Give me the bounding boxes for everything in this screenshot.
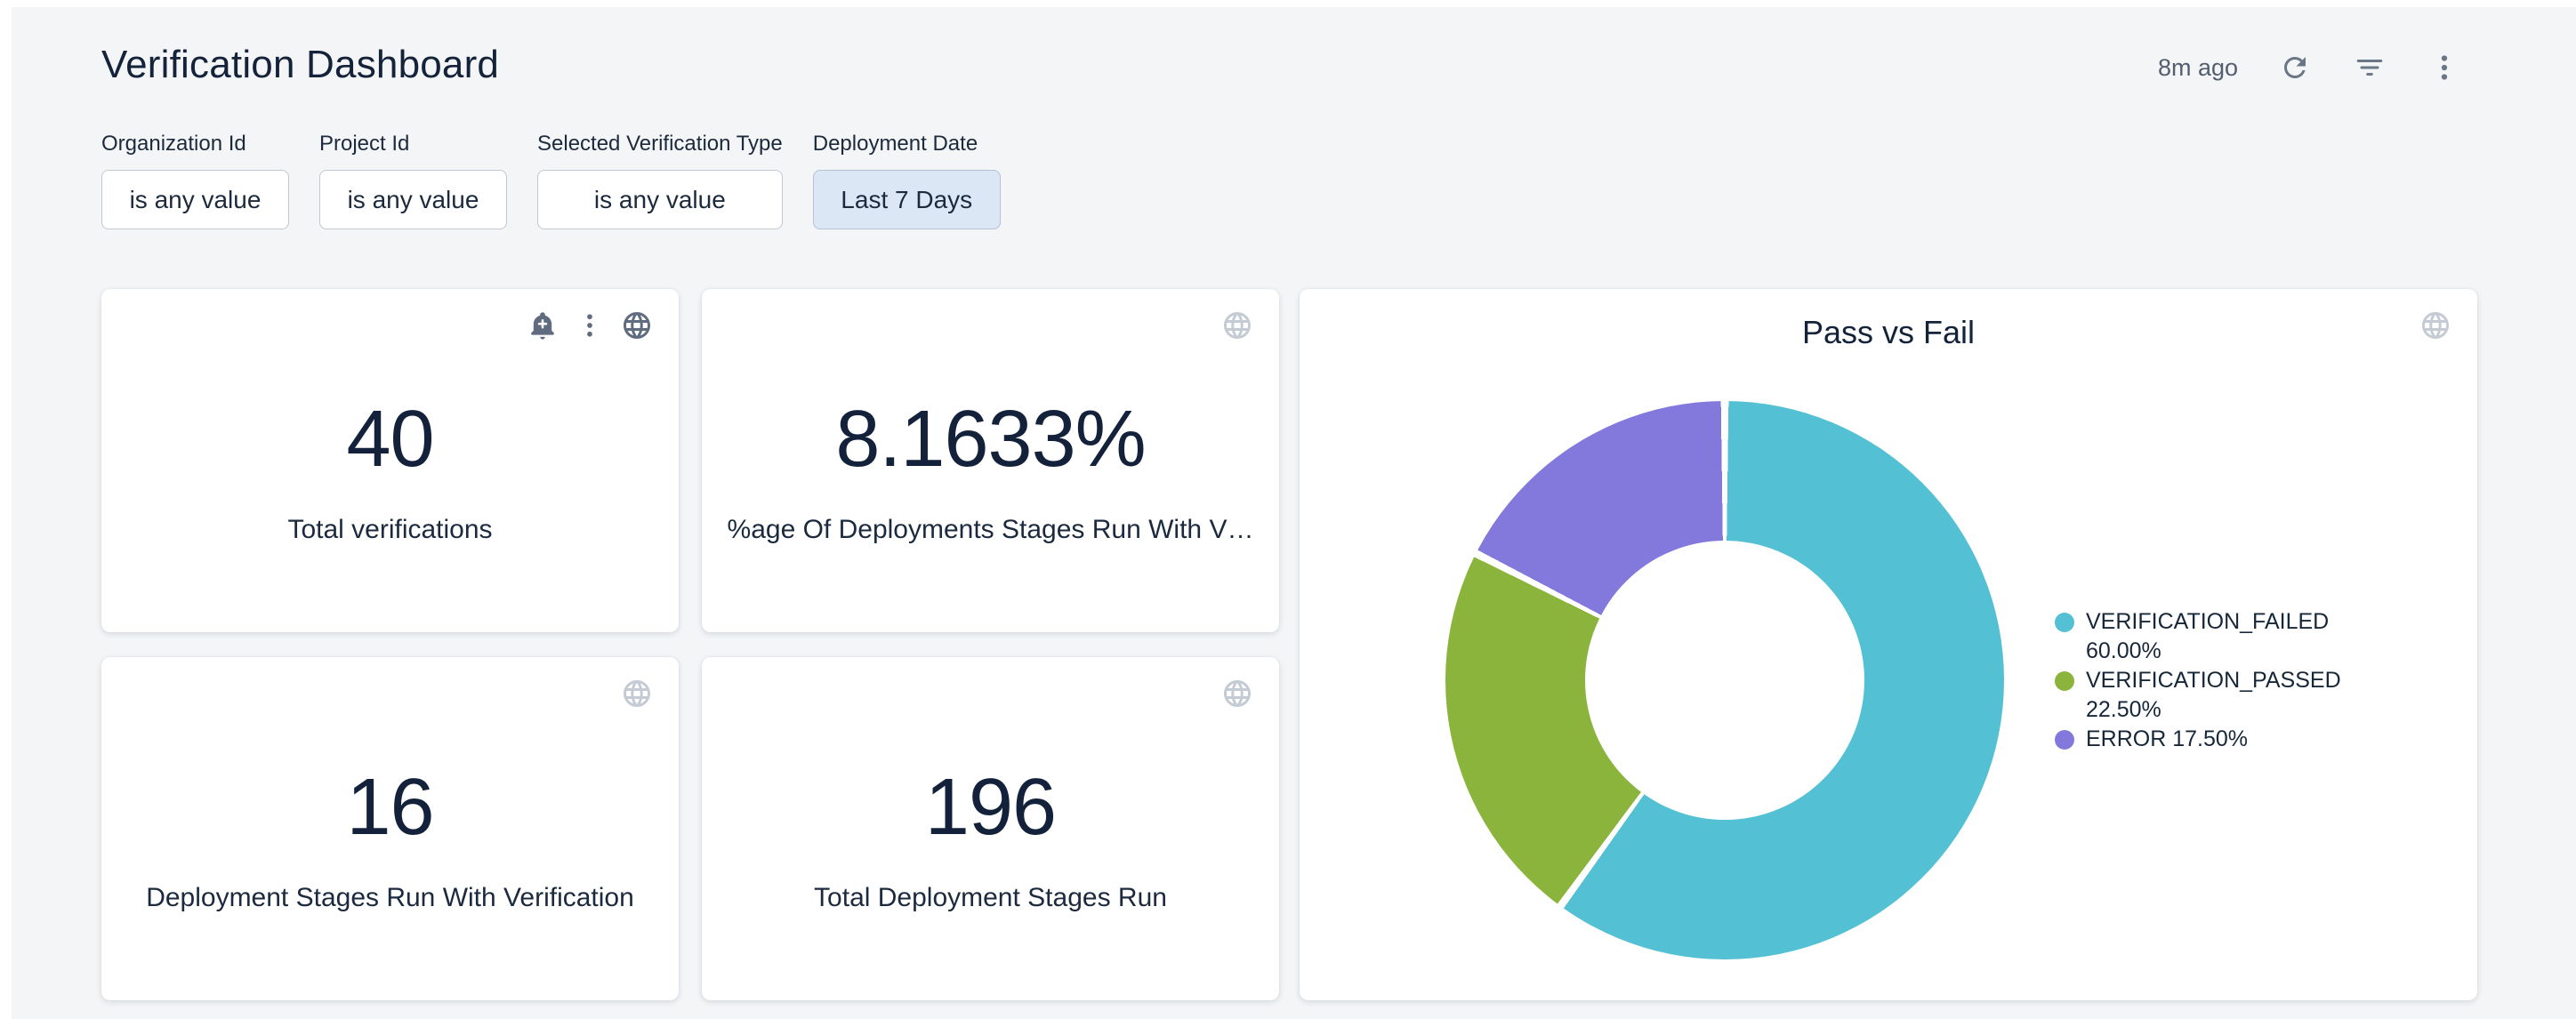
refresh-icon — [2279, 52, 2311, 84]
filter-value-button-deployment-date[interactable]: Last 7 Days — [812, 170, 1001, 229]
legend-marker-icon — [2055, 730, 2074, 750]
kebab-menu-icon — [2428, 52, 2460, 84]
globe-icon — [1221, 678, 1253, 710]
legend-item-error[interactable]: ERROR 17.50% — [2055, 725, 2348, 754]
filter-label: Organization Id — [101, 132, 246, 156]
donut-chart[interactable] — [1445, 401, 2004, 959]
filter-deployment-date: Deployment Date Last 7 Days — [812, 132, 1001, 229]
stat-card-total-verifications: 40 Total verifications — [101, 289, 679, 632]
tile-explore-button[interactable] — [1220, 677, 1254, 710]
filter-project-id: Project Id is any value — [319, 132, 507, 229]
filter-bar: Organization Id is any value Project Id … — [101, 132, 1001, 229]
bell-plus-icon — [527, 309, 559, 341]
filter-icon — [2354, 52, 2386, 84]
stat-card-pct-deployments-with-verifications: 8.1633% %age Of Deployments Stages Run W… — [702, 289, 1279, 632]
legend-marker-icon — [2055, 613, 2074, 632]
tile-menu-button[interactable] — [573, 309, 607, 342]
tile-explore-button[interactable] — [2419, 309, 2452, 342]
stat-value: 40 — [346, 395, 434, 484]
chart-legend: VERIFICATION_FAILED 60.00% VERIFICATION_… — [2055, 607, 2348, 754]
filter-selected-verification-type: Selected Verification Type is any value — [537, 132, 783, 229]
pie-card-pass-vs-fail: Pass vs Fail VERIFICATION_FAILED 60.00% … — [1300, 289, 2477, 1000]
dashboard-menu-button[interactable] — [2427, 50, 2462, 85]
stat-label: Deployment Stages Run With Verification — [146, 883, 634, 912]
stat-value: 8.1633% — [835, 395, 1146, 484]
tile-explore-button[interactable] — [620, 677, 654, 710]
filter-label: Selected Verification Type — [537, 132, 783, 156]
globe-icon — [621, 309, 653, 341]
legend-item-verification-passed[interactable]: VERIFICATION_PASSED 22.50% — [2055, 666, 2348, 725]
stat-label: Total Deployment Stages Run — [814, 883, 1167, 912]
tile-explore-button[interactable] — [1220, 309, 1254, 342]
donut-hole — [1585, 541, 1864, 820]
legend-marker-icon — [2055, 671, 2074, 691]
stat-value: 196 — [924, 763, 1057, 852]
legend-label: ERROR 17.50% — [2086, 726, 2249, 751]
globe-icon — [1221, 309, 1253, 341]
globe-icon — [621, 678, 653, 710]
stat-label: %age Of Deployments Stages Run With V… — [727, 515, 1254, 544]
kebab-menu-icon — [574, 309, 606, 341]
filter-label: Deployment Date — [812, 132, 978, 156]
filter-value-button-organization-id[interactable]: is any value — [101, 170, 289, 229]
stat-card-total-deployment-stages-run: 196 Total Deployment Stages Run — [702, 657, 1279, 1000]
header-actions: 8m ago — [2158, 50, 2462, 85]
stat-value: 16 — [346, 763, 434, 852]
tile-alert-button[interactable] — [526, 309, 559, 342]
filter-organization-id: Organization Id is any value — [101, 132, 289, 229]
legend-label: VERIFICATION_FAILED 60.00% — [2086, 609, 2330, 663]
last-refreshed-status: 8m ago — [2157, 53, 2238, 81]
pie-chart-title: Pass vs Fail — [1801, 314, 1976, 350]
dashboard-filters-button[interactable] — [2352, 50, 2387, 85]
stat-card-deployment-stages-with-verification: 16 Deployment Stages Run With Verificati… — [101, 657, 679, 1000]
legend-item-verification-failed[interactable]: VERIFICATION_FAILED 60.00% — [2055, 607, 2348, 666]
filter-value-button-verification-type[interactable]: is any value — [537, 170, 783, 229]
filter-label: Project Id — [319, 132, 410, 156]
globe-icon — [2419, 309, 2451, 341]
tile-explore-button[interactable] — [620, 309, 654, 342]
stat-label: Total verifications — [287, 515, 493, 544]
filter-value-button-project-id[interactable]: is any value — [319, 170, 507, 229]
refresh-button[interactable] — [2277, 50, 2313, 85]
page-title: Verification Dashboard — [101, 43, 500, 86]
legend-label: VERIFICATION_PASSED 22.50% — [2086, 668, 2341, 722]
